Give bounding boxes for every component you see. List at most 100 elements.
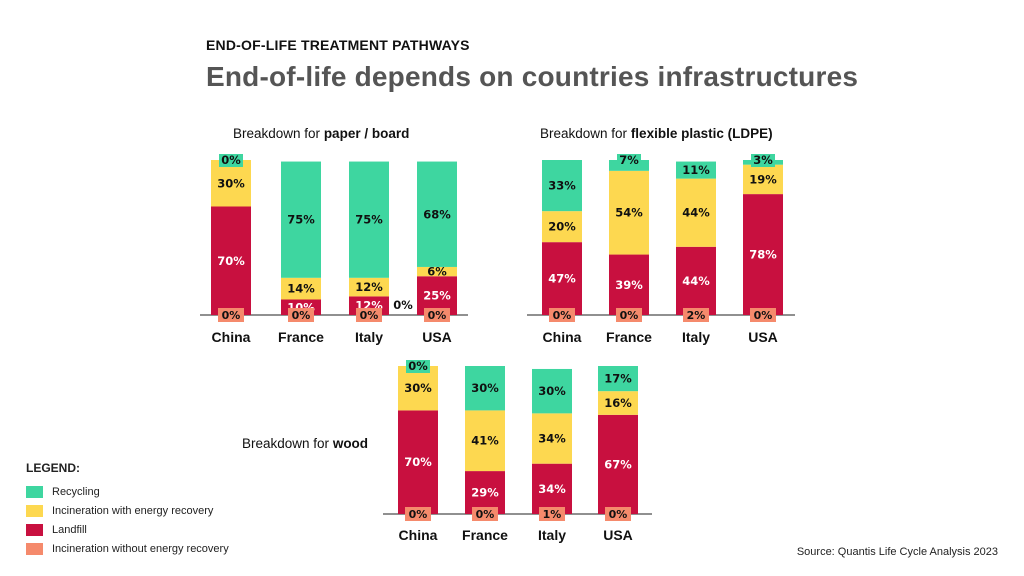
category-label: China [543, 329, 582, 345]
bar-recycling [349, 161, 389, 278]
bar-incineration-without-energy-recovery [472, 507, 498, 521]
bar-incineration-with-energy-recovery [598, 391, 638, 415]
data-label-recycling: 0% [221, 153, 241, 167]
data-label-incineration-with-energy-recovery: 30% [404, 381, 432, 395]
data-label-recycling: 0% [408, 359, 428, 373]
bar-incineration-without-energy-recovery [750, 308, 776, 322]
chart-title-material: flexible plastic (LDPE) [630, 126, 773, 141]
data-label-recycling: 30% [471, 381, 499, 395]
category-label: Italy [355, 329, 383, 345]
data-label-incineration-with-energy-recovery: 41% [471, 434, 499, 448]
data-label-landfill: 25% [423, 289, 451, 303]
bar-incineration-without-energy-recovery [549, 308, 575, 322]
data-label-landfill: 70% [217, 254, 245, 268]
bar-incineration-with-energy-recovery [281, 277, 321, 300]
chart-title-paper: Breakdown for paper / board [233, 126, 409, 141]
chart-title-prefix: Breakdown for [540, 126, 628, 141]
data-label-landfill: 44% [682, 274, 710, 288]
data-label-landfill: 39% [615, 278, 643, 292]
chart-title-wood: Breakdown for wood [242, 436, 368, 451]
bar-recycling [676, 161, 716, 179]
page-title: End-of-life depends on countries infrast… [206, 61, 859, 92]
data-label-incineration-without-energy-recovery: 0% [609, 508, 628, 521]
bar-incineration-without-energy-recovery [424, 308, 450, 322]
bar-incineration-without-energy-recovery [218, 308, 244, 322]
data-label-incineration-with-energy-recovery: 30% [217, 176, 245, 190]
data-label-recycling: 17% [604, 372, 632, 386]
data-label-recycling: 30% [538, 384, 566, 398]
data-label-landfill: 70% [404, 455, 432, 469]
category-label: France [278, 329, 324, 345]
legend-swatch [26, 524, 43, 536]
data-label-recycling: 75% [287, 213, 315, 227]
bar-incineration-without-energy-recovery [683, 308, 709, 322]
category-label: USA [603, 527, 633, 543]
label-chip-recycling [617, 154, 641, 167]
eyebrow-title: END-OF-LIFE TREATMENT PATHWAYS [206, 37, 470, 53]
bar-landfill [743, 194, 783, 315]
data-label-incineration-without-energy-recovery: 1% [543, 508, 562, 521]
data-label-incineration-with-energy-recovery: 19% [749, 172, 777, 186]
chart-title-material: paper / board [323, 126, 410, 141]
legend-swatch [26, 505, 43, 517]
bar-landfill [532, 463, 572, 514]
bar-recycling [465, 366, 505, 411]
legend-item-recycling: Recycling [26, 483, 229, 501]
bar-incineration-with-energy-recovery [398, 366, 438, 411]
bar-landfill [465, 471, 505, 514]
bar-incineration-without-energy-recovery [605, 507, 631, 521]
category-label: USA [748, 329, 778, 345]
data-label-incineration-without-energy-recovery: 0% [360, 309, 379, 322]
bar-incineration-without-energy-recovery [288, 308, 314, 322]
label-chip-recycling [751, 154, 775, 167]
category-label: Italy [538, 527, 566, 543]
bar-incineration-without-energy-recovery [539, 507, 565, 521]
data-label-incineration-with-energy-recovery: 54% [615, 206, 643, 220]
legend: LEGEND: Recycling Incineration with ener… [26, 461, 229, 559]
data-label-incineration-with-energy-recovery: 44% [682, 206, 710, 220]
data-label-landfill: 34% [538, 482, 566, 496]
bar-incineration-with-energy-recovery [532, 413, 572, 464]
data-label-incineration-with-energy-recovery: 6% [427, 265, 447, 279]
bar-landfill [398, 410, 438, 514]
label-chip-recycling [219, 154, 243, 167]
data-label-incineration-without-energy-recovery: 0% [428, 309, 447, 322]
bar-incineration-without-energy-recovery [356, 308, 382, 322]
data-label-incineration-without-energy-recovery: 0% [476, 508, 495, 521]
bar-recycling [417, 161, 457, 267]
category-label: France [606, 329, 652, 345]
bar-recycling [542, 160, 582, 212]
bar-incineration-without-energy-recovery [616, 308, 642, 322]
legend-label: Incineration with energy recovery [52, 505, 214, 517]
data-label-incineration-without-energy-recovery: 0% [222, 309, 241, 322]
bar-incineration-with-energy-recovery [417, 266, 457, 277]
data-label-incineration-without-energy-recovery: 0% [553, 309, 572, 322]
bar-incineration-with-energy-recovery [211, 160, 251, 207]
legend-label: Incineration without energy recovery [52, 543, 229, 555]
chart-title-plastic: Breakdown for flexible plastic (LDPE) [540, 126, 773, 141]
bar-recycling [281, 161, 321, 278]
bar-recycling [532, 368, 572, 414]
bar-incineration-with-energy-recovery [676, 178, 716, 247]
legend-item-incineration-recovery: Incineration with energy recovery [26, 502, 229, 520]
category-label: China [399, 527, 438, 543]
category-label: USA [422, 329, 452, 345]
category-label: Italy [682, 329, 710, 345]
data-label-incineration-without-energy-recovery: 0% [292, 309, 311, 322]
legend-label: Recycling [52, 486, 100, 498]
chart-title-prefix: Breakdown for [242, 436, 330, 451]
data-label-recycling: 3% [753, 153, 773, 167]
category-label: France [462, 527, 508, 543]
bar-landfill [598, 414, 638, 514]
legend-label: Landfill [52, 524, 87, 536]
data-label-landfill: 67% [604, 457, 632, 471]
bar-incineration-with-energy-recovery [609, 170, 649, 255]
bar-landfill [211, 206, 251, 315]
data-label-recycling: 7% [619, 153, 639, 167]
data-label-incineration-with-energy-recovery: 20% [548, 220, 576, 234]
bar-incineration-with-energy-recovery [743, 164, 783, 195]
bar-incineration-with-energy-recovery [465, 410, 505, 472]
bar-incineration-with-energy-recovery [542, 211, 582, 243]
data-label-landfill: 78% [749, 248, 777, 262]
